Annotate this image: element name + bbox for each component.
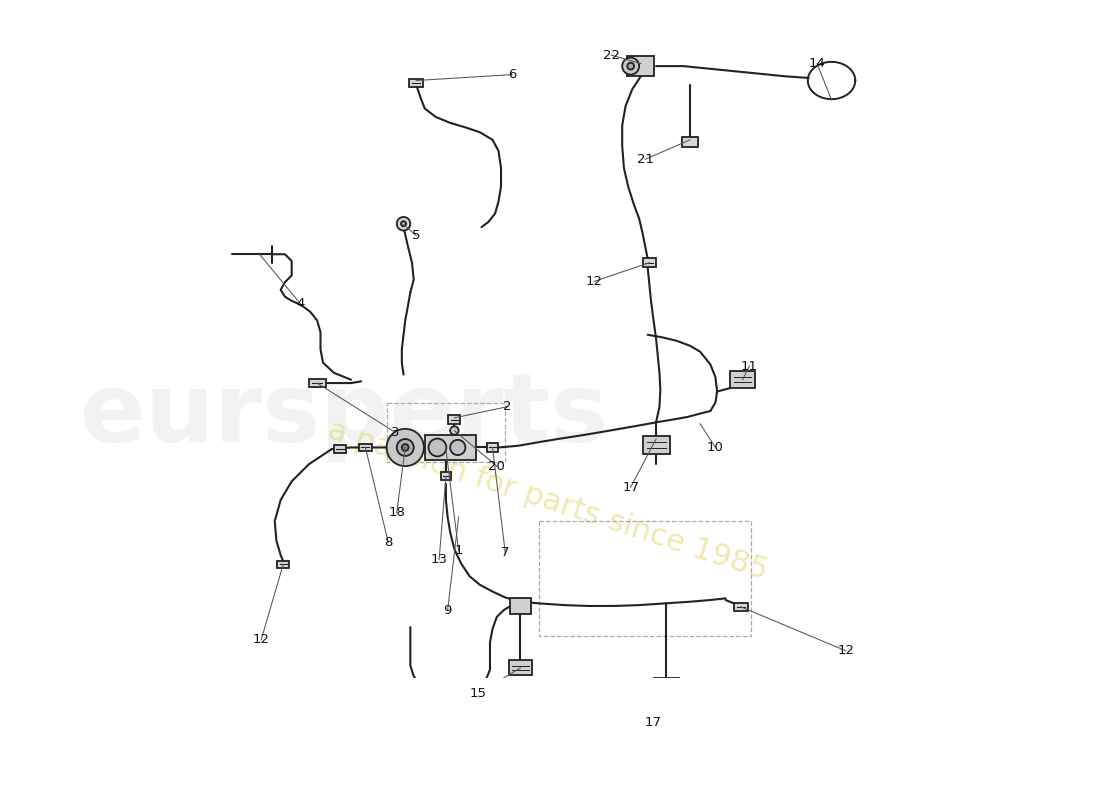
Circle shape [623,58,639,74]
Text: 5: 5 [412,229,420,242]
Text: 17: 17 [645,715,662,729]
Text: 16: 16 [529,798,546,800]
Circle shape [450,426,459,434]
Text: a passion for parts since 1985: a passion for parts since 1985 [323,415,771,585]
Circle shape [402,444,408,451]
FancyBboxPatch shape [409,79,424,87]
Text: eursperts: eursperts [80,369,608,462]
FancyBboxPatch shape [653,678,679,695]
Text: 14: 14 [808,57,826,70]
Text: 12: 12 [585,275,603,288]
Text: 3: 3 [390,426,399,438]
FancyBboxPatch shape [682,138,698,147]
Circle shape [397,217,410,230]
FancyBboxPatch shape [425,434,475,460]
FancyBboxPatch shape [277,561,289,568]
Text: 18: 18 [388,506,405,519]
FancyBboxPatch shape [734,602,748,611]
FancyBboxPatch shape [359,444,372,451]
Text: 4: 4 [296,297,305,310]
Text: 12: 12 [837,644,855,658]
Text: 11: 11 [740,360,758,373]
FancyBboxPatch shape [642,258,656,267]
FancyBboxPatch shape [486,443,498,452]
Circle shape [429,438,447,456]
FancyBboxPatch shape [334,446,345,453]
Circle shape [450,440,465,455]
FancyBboxPatch shape [441,473,451,480]
Circle shape [402,221,406,226]
Text: 1: 1 [454,544,463,558]
Circle shape [627,62,634,70]
Text: 21: 21 [637,153,653,166]
Text: 9: 9 [443,604,452,617]
FancyBboxPatch shape [508,660,532,675]
FancyBboxPatch shape [449,415,460,424]
Circle shape [397,439,414,456]
Text: 12: 12 [253,634,270,646]
FancyBboxPatch shape [309,379,326,387]
Text: 7: 7 [500,546,509,559]
Text: 6: 6 [508,68,516,81]
Text: 15: 15 [470,686,486,700]
FancyBboxPatch shape [627,56,654,76]
Text: 22: 22 [603,49,619,62]
FancyBboxPatch shape [642,436,670,454]
Text: 20: 20 [488,460,505,473]
Text: 10: 10 [707,441,724,454]
FancyBboxPatch shape [510,598,530,614]
Circle shape [386,429,424,466]
Text: 2: 2 [503,400,512,414]
Text: 13: 13 [430,553,448,566]
Text: 8: 8 [384,536,393,549]
FancyBboxPatch shape [729,371,756,388]
Text: 17: 17 [623,481,639,494]
